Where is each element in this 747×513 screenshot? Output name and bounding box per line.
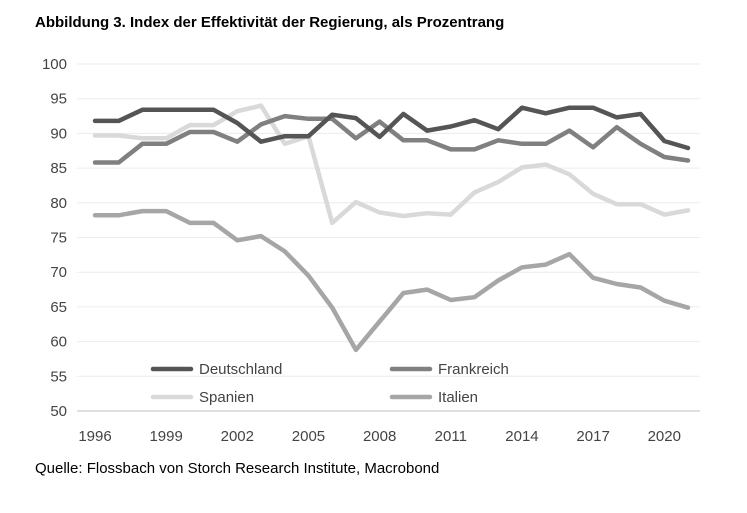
legend: Deutschland Frankreich Spanien Italien [150, 361, 509, 406]
legend-label-frankreich: Frankreich [438, 361, 509, 378]
x-tick-label: 2008 [363, 428, 396, 445]
legend-label-italien: Italien [438, 389, 478, 406]
chart-title: Abbildung 3. Index der Effektivität der … [35, 14, 505, 31]
y-tick-label: 100 [42, 56, 67, 73]
series-line-italien [92, 208, 691, 353]
source-note: Quelle: Flossbach von Storch Research In… [35, 460, 440, 477]
y-axis: 50 55 60 65 70 75 80 85 90 95 100 [42, 56, 67, 420]
y-tick-label: 85 [50, 160, 67, 177]
y-tick-label: 70 [50, 264, 67, 281]
x-tick-label: 2011 [435, 428, 467, 445]
x-tick-label: 1996 [78, 428, 111, 445]
x-tick-label: 2005 [292, 428, 325, 445]
series-line-frankreich [92, 113, 691, 165]
y-tick-label: 90 [50, 125, 67, 142]
x-tick-label: 1999 [149, 428, 182, 445]
series-lines [92, 103, 691, 353]
gridlines [77, 63, 700, 377]
legend-label-deutschland: Deutschland [199, 361, 282, 378]
y-tick-label: 60 [50, 334, 67, 351]
x-tick-label: 2014 [505, 428, 538, 445]
y-tick-label: 75 [50, 230, 67, 247]
y-tick-label: 50 [50, 403, 67, 420]
y-tick-label: 55 [50, 368, 67, 385]
series-line-deutschland [92, 105, 691, 151]
x-tick-label: 2020 [648, 428, 681, 445]
y-tick-label: 80 [50, 195, 67, 212]
x-tick-label: 2017 [576, 428, 609, 445]
x-axis: 1996 1999 2002 2005 2008 2011 2014 2017 2020 [77, 410, 700, 445]
y-tick-label: 95 [50, 91, 67, 108]
legend-label-spanien: Spanien [199, 389, 254, 406]
y-tick-label: 65 [50, 299, 67, 316]
x-tick-label: 2002 [221, 428, 254, 445]
series-line-spanien [92, 103, 691, 226]
